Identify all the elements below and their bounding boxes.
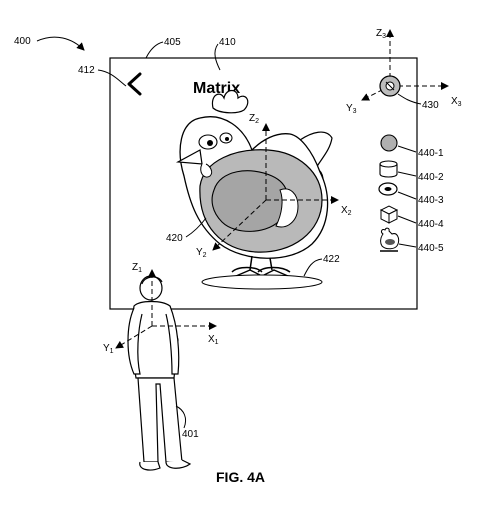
axis-x1: X1 xyxy=(208,334,219,346)
ref-430: 430 xyxy=(422,100,439,111)
ref-405: 405 xyxy=(164,37,181,48)
sphere-icon[interactable] xyxy=(381,135,397,151)
cube-icon[interactable] xyxy=(381,206,397,223)
ref-412: 412 xyxy=(78,65,95,76)
axis-x3: X3 xyxy=(451,96,462,108)
ref-440-4: 440-4 xyxy=(418,219,444,230)
axis-z3: Z3 xyxy=(376,28,386,40)
figure-caption: FIG. 4A xyxy=(216,469,265,485)
ref-410: 410 xyxy=(219,37,236,48)
ref-422: 422 xyxy=(323,254,340,265)
ref-401: 401 xyxy=(182,429,199,440)
ref-440-1: 440-1 xyxy=(418,148,444,159)
ref-440-2: 440-2 xyxy=(418,172,444,183)
leader-400 xyxy=(37,37,84,50)
ref-400: 400 xyxy=(14,36,31,47)
ref-440-3: 440-3 xyxy=(418,195,444,206)
settings-gear-icon[interactable] xyxy=(380,76,400,96)
ref-420: 420 xyxy=(166,233,183,244)
torus-icon[interactable] xyxy=(379,183,397,195)
leader-405 xyxy=(146,42,163,58)
cylinder-icon[interactable] xyxy=(380,161,397,177)
object-shadow xyxy=(202,275,322,289)
axis-y1: Y1 xyxy=(103,343,114,355)
ref-440-5: 440-5 xyxy=(418,243,444,254)
